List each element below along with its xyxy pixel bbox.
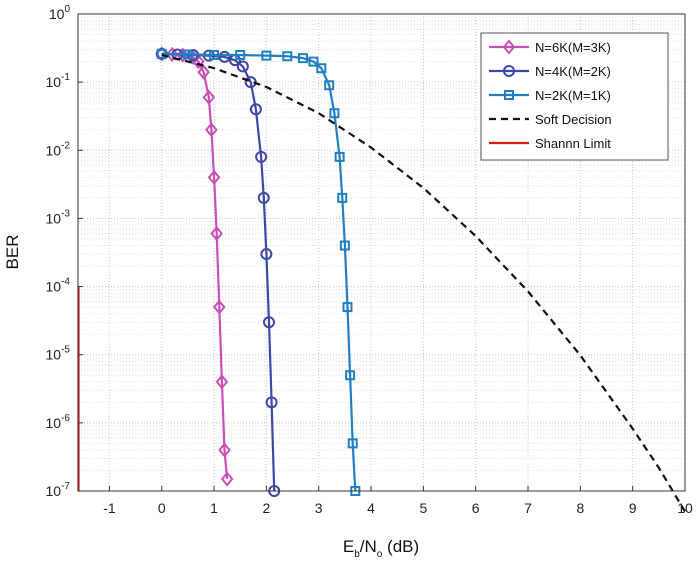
data-point	[218, 50, 231, 63]
data-point	[347, 438, 358, 449]
data-point	[209, 50, 220, 61]
x-tick-label: 0	[158, 500, 166, 516]
x-axis-label: Eb/No (dB)	[343, 537, 419, 560]
data-point	[218, 442, 231, 458]
legend-label: N=4K(M=2K)	[535, 64, 611, 79]
legend-label: Shannn Limit	[535, 136, 611, 151]
data-point	[182, 49, 193, 60]
plot-frame	[77, 13, 686, 492]
legend-label: Soft Decision	[535, 112, 612, 127]
data-point	[257, 191, 270, 204]
y-tick-label: 100	[49, 4, 71, 22]
data-point	[504, 90, 514, 100]
series-Soft Decision	[161, 53, 686, 513]
data-point	[324, 80, 335, 91]
x-tick-label: 10	[677, 500, 693, 516]
x-tick-label: 5	[419, 500, 427, 516]
data-point	[345, 370, 356, 381]
data-point	[197, 64, 210, 80]
data-point	[342, 302, 353, 313]
data-point	[165, 46, 179, 63]
y-tick-label: 10-2	[46, 140, 71, 158]
x-tick-label: 1	[210, 500, 218, 516]
data-point	[282, 51, 293, 62]
x-tick-label: 7	[524, 500, 532, 516]
x-tick-label: 2	[262, 500, 270, 516]
data-point	[334, 151, 345, 162]
data-point	[262, 316, 275, 329]
data-point	[503, 65, 515, 77]
data-point	[212, 299, 226, 315]
data-point	[261, 50, 272, 61]
data-point	[235, 50, 246, 61]
x-tick-label: 3	[315, 500, 323, 516]
data-point	[236, 60, 249, 73]
data-point	[337, 192, 348, 203]
x-tick-label: 8	[576, 500, 584, 516]
data-point	[339, 240, 350, 251]
data-point	[205, 122, 218, 138]
legend-label: N=6K(M=3K)	[535, 40, 611, 55]
series-line	[161, 53, 686, 513]
data-point	[207, 169, 221, 185]
data-point	[298, 53, 309, 64]
legend: N=6K(M=3K) N=4K(M=2K) N=2K(M=1K) Soft Decis…	[480, 32, 669, 161]
series-group	[77, 46, 686, 513]
data-point	[176, 47, 189, 63]
legend-item: N=2K(M=1K)	[489, 88, 611, 103]
y-tick-label: 10-6	[46, 413, 71, 431]
y-tick-label: 10-4	[46, 277, 71, 295]
y-axis-label: BER	[3, 235, 22, 270]
data-point	[215, 374, 229, 390]
tick-labels: -1 0 1 2 3 4 5 6 7 8 9 10 100 10-1 10-2 10-3 10-4 10-5 10-…	[46, 4, 693, 516]
data-point	[220, 471, 234, 487]
x-tick-label: 9	[629, 500, 637, 516]
data-point	[202, 89, 216, 105]
x-tick-label: 4	[367, 500, 375, 516]
y-tick-label: 10-3	[46, 208, 71, 226]
x-tick-label: -1	[103, 500, 116, 516]
x-tick-label: 6	[472, 500, 480, 516]
legend-label: N=2K(M=1K)	[535, 88, 611, 103]
legend-item: Shannn Limit	[489, 136, 611, 151]
legend-item: N=4K(M=2K)	[489, 64, 611, 79]
data-point	[255, 150, 268, 163]
y-tick-label: 10-1	[46, 72, 71, 90]
data-point	[249, 103, 262, 116]
data-point	[316, 63, 327, 74]
legend-item: N=6K(M=3K)	[489, 39, 611, 55]
data-point	[260, 248, 273, 261]
data-point	[156, 48, 167, 59]
y-tick-label: 10-7	[46, 481, 71, 499]
data-point	[502, 39, 516, 55]
data-point	[308, 56, 319, 67]
data-point	[265, 396, 278, 409]
y-tick-label: 10-5	[46, 345, 71, 363]
data-point	[210, 225, 223, 242]
data-point	[329, 108, 340, 119]
legend-item: Soft Decision	[489, 112, 612, 127]
